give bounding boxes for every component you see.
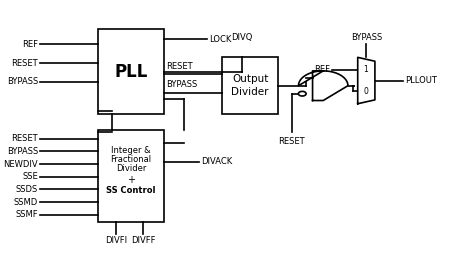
Text: Integer &: Integer & <box>111 146 151 155</box>
Text: LOCK: LOCK <box>209 35 232 44</box>
Text: RESET: RESET <box>166 61 193 70</box>
Text: DIVFI: DIVFI <box>105 236 127 246</box>
Text: BYPASS: BYPASS <box>7 77 38 86</box>
Text: Fractional: Fractional <box>111 155 151 164</box>
Bar <box>97 130 164 222</box>
Text: SSE: SSE <box>23 172 38 181</box>
Polygon shape <box>299 71 348 100</box>
Text: Output: Output <box>232 74 269 84</box>
Text: DIVQ: DIVQ <box>231 33 252 42</box>
Text: 0: 0 <box>363 87 368 96</box>
Text: REF: REF <box>314 65 330 74</box>
Text: BYPASS: BYPASS <box>7 147 38 156</box>
Text: REF: REF <box>22 40 38 49</box>
Text: SSDS: SSDS <box>16 185 38 194</box>
Text: RESET: RESET <box>12 59 38 68</box>
Text: PLL: PLL <box>114 62 148 81</box>
Text: SSMD: SSMD <box>14 198 38 207</box>
Text: DIVACK: DIVACK <box>201 157 232 167</box>
Text: BYPASS: BYPASS <box>166 80 198 89</box>
Text: DIVFF: DIVFF <box>130 236 155 246</box>
Text: NEWDIV: NEWDIV <box>4 160 38 169</box>
Text: SS Control: SS Control <box>106 185 156 195</box>
Circle shape <box>299 91 306 96</box>
Text: RESET: RESET <box>279 137 305 146</box>
Bar <box>97 29 164 114</box>
Polygon shape <box>358 57 375 104</box>
Text: SSMF: SSMF <box>15 210 38 219</box>
Text: 1: 1 <box>363 65 368 74</box>
Text: +: + <box>127 175 135 185</box>
Text: BYPASS: BYPASS <box>351 33 382 42</box>
Text: RESET: RESET <box>12 134 38 143</box>
Text: Divider: Divider <box>231 87 269 97</box>
Text: PLLOUT: PLLOUT <box>405 76 437 85</box>
Text: Divider: Divider <box>116 164 146 173</box>
Bar <box>222 57 278 114</box>
